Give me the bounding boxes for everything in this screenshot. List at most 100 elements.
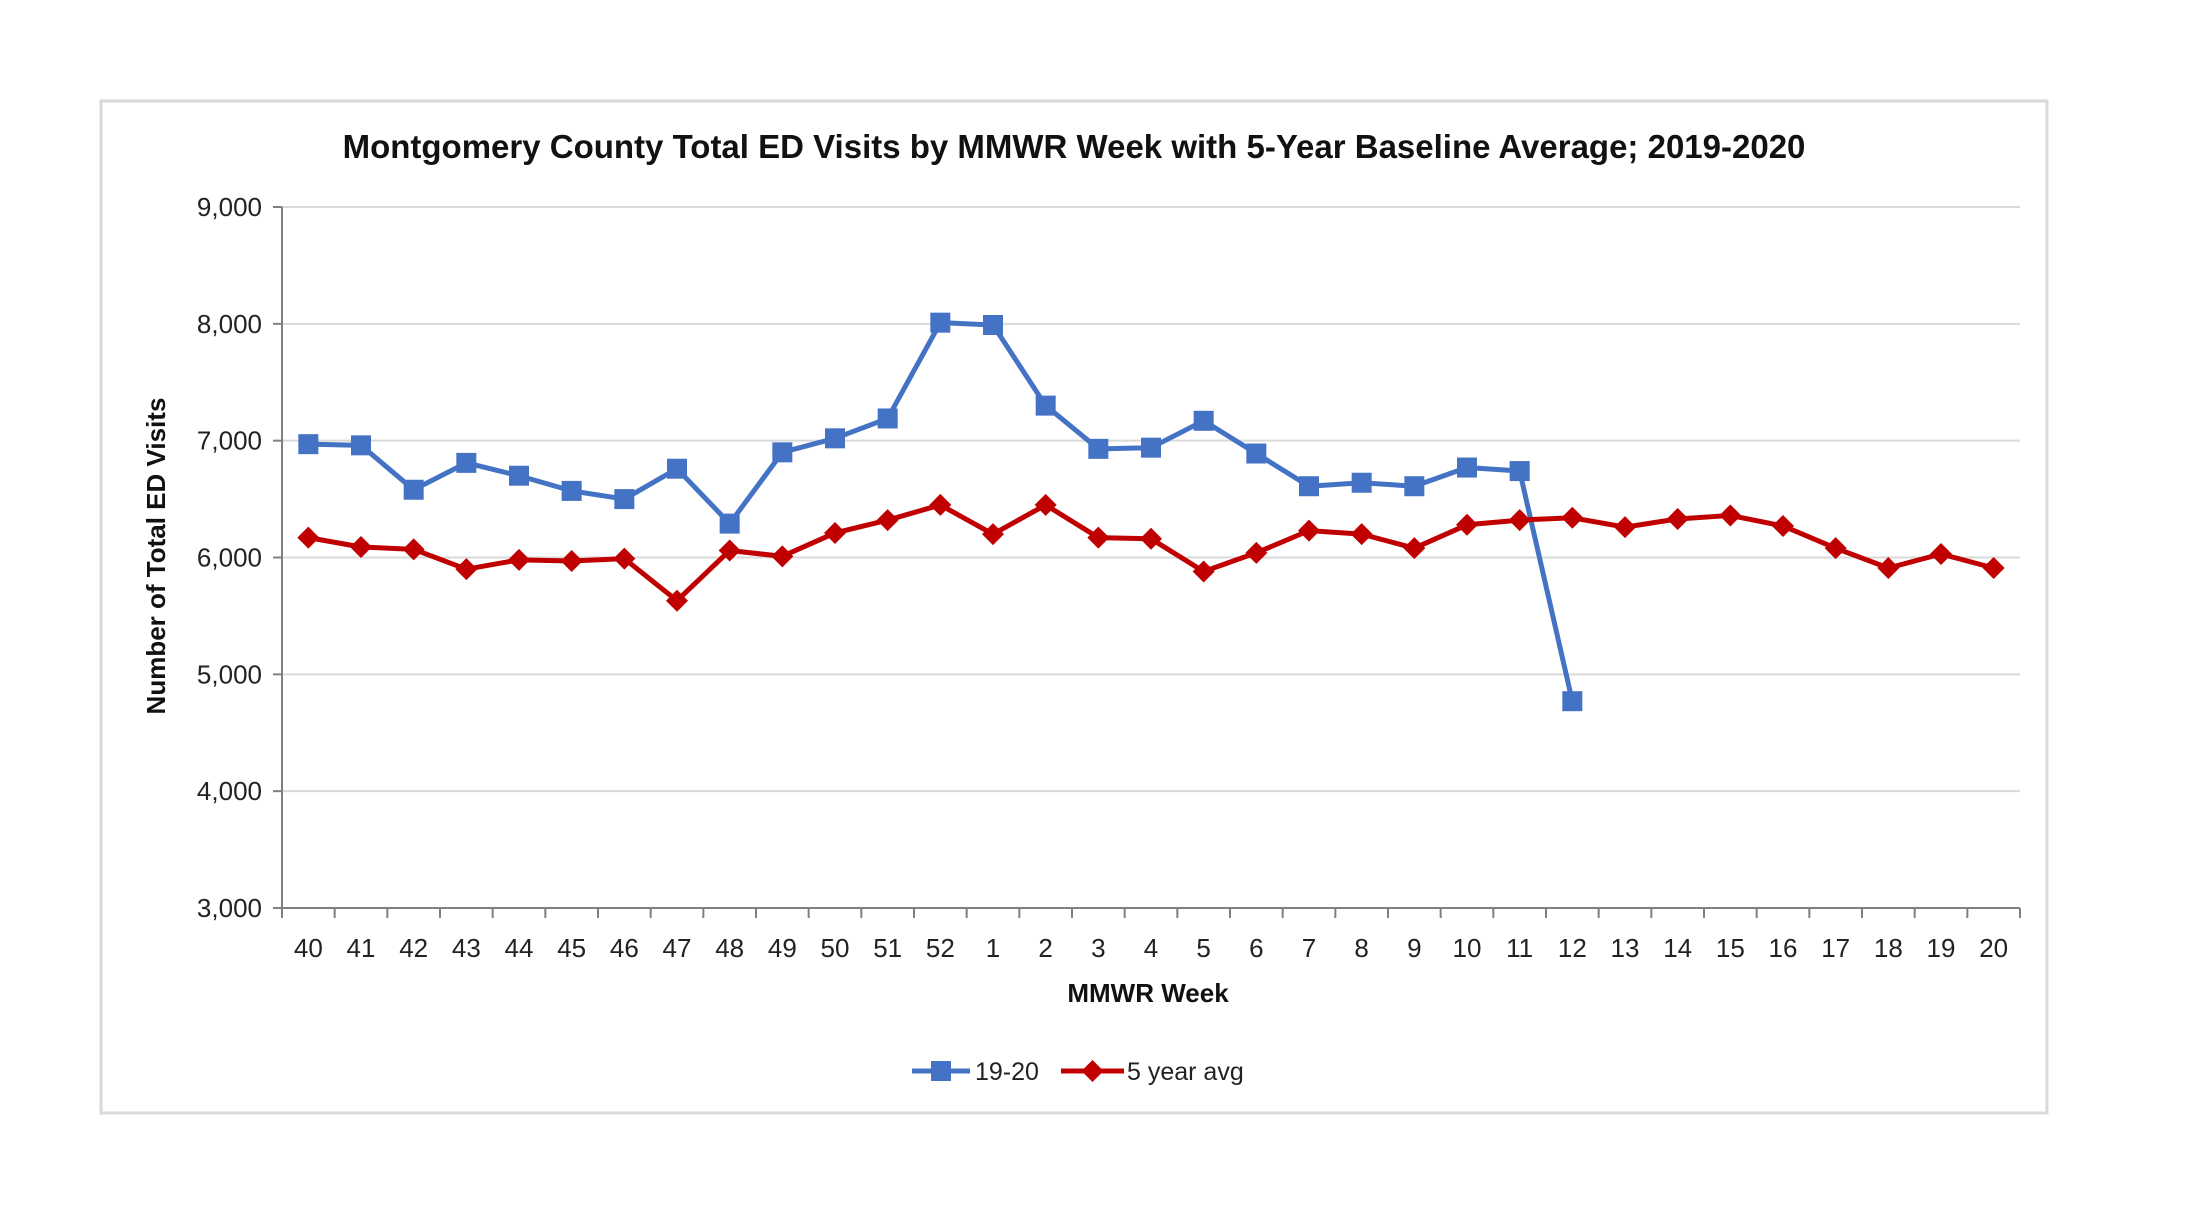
x-tick-label: 43 [452, 933, 481, 963]
data-point [1457, 457, 1477, 478]
data-point [1192, 560, 1215, 583]
data-point [982, 523, 1004, 546]
data-point [613, 547, 636, 570]
data-point [1930, 542, 1952, 565]
y-tick-label: 7,000 [197, 426, 262, 456]
data-point [455, 558, 478, 581]
data-point [1246, 443, 1267, 464]
data-point [929, 493, 952, 516]
data-point [614, 489, 635, 510]
legend-label: 5 year avg [1127, 1058, 1244, 1086]
data-point [1404, 476, 1425, 497]
data-point [1088, 438, 1109, 459]
x-tick-label: 14 [1663, 933, 1692, 963]
data-point [667, 458, 687, 479]
data-point [1877, 557, 1900, 580]
data-point [1034, 493, 1057, 516]
x-tick-label: 44 [505, 933, 534, 963]
data-point [1561, 506, 1584, 529]
data-point [876, 509, 899, 532]
x-tick-label: 5 [1196, 933, 1210, 963]
data-point [1719, 504, 1742, 527]
legend: 19-20 5 year avg [912, 1058, 1244, 1086]
data-point [508, 548, 530, 571]
x-tick-label: 15 [1716, 933, 1745, 963]
x-tick-label: 12 [1558, 933, 1587, 963]
data-point [509, 465, 529, 486]
data-point [1508, 509, 1531, 532]
legend-swatch-marker [931, 1061, 951, 1081]
legend-label: 19-20 [975, 1058, 1039, 1086]
x-tick-label: 16 [1769, 933, 1798, 963]
data-point [877, 408, 898, 429]
x-tick-label: 2 [1038, 933, 1052, 963]
x-tick-label: 52 [926, 933, 955, 963]
data-point [1350, 523, 1373, 546]
y-tick-label: 9,000 [197, 192, 262, 222]
x-tick-label: 17 [1821, 933, 1850, 963]
data-point [1403, 537, 1426, 560]
data-point [1299, 476, 1319, 497]
data-point [1666, 507, 1689, 530]
data-point [456, 452, 477, 473]
x-tick-label: 48 [715, 933, 744, 963]
x-axis-title: MMWR Week [1067, 978, 1229, 1008]
legend-item-2: 5 year avg [1061, 1058, 1244, 1086]
data-point [930, 312, 951, 333]
data-point [718, 539, 741, 562]
x-tick-label: 49 [768, 933, 797, 963]
data-point [983, 315, 1003, 336]
series-2 [297, 493, 2005, 612]
data-point [1035, 395, 1056, 416]
data-point [771, 545, 794, 568]
x-tick-label: 8 [1354, 933, 1368, 963]
data-point [825, 428, 845, 449]
x-tick-label: 1 [986, 933, 1000, 963]
data-point [351, 435, 371, 456]
x-tick-labels: 40 41 42 43 44 45 46 47 48 49 50 51 52 1 2 3 4 5 6 7 8 9 10 11 1… [294, 933, 2008, 963]
data-point [350, 535, 372, 558]
data-point [719, 513, 740, 534]
x-tick-label: 19 [1927, 933, 1956, 963]
y-tick-labels: 3,000 4,000 5,000 6,000 7,000 8,000 9,000 [197, 192, 262, 923]
x-tick-label: 41 [347, 933, 376, 963]
x-tick-label: 20 [1979, 933, 2008, 963]
x-tick-label: 10 [1453, 933, 1482, 963]
legend-item-1: 19-20 [912, 1058, 1039, 1086]
data-point [1087, 526, 1110, 549]
data-point [1562, 691, 1583, 712]
series [297, 312, 2005, 712]
y-tick-label: 3,000 [197, 893, 262, 923]
data-point [1141, 437, 1161, 458]
data-point [824, 521, 846, 544]
y-axis-title: Number of Total ED Visits [141, 398, 171, 715]
legend-swatch-marker [1081, 1060, 1104, 1082]
x-tick-label: 45 [557, 933, 586, 963]
x-tick-label: 51 [873, 933, 902, 963]
x-tick-label: 13 [1611, 933, 1640, 963]
x-tick-label: 47 [663, 933, 692, 963]
data-point [403, 479, 424, 500]
data-point [1614, 516, 1636, 539]
data-point [1509, 461, 1530, 482]
x-tick-label: 4 [1144, 933, 1158, 963]
x-tick-label: 40 [294, 933, 323, 963]
data-point [772, 442, 793, 463]
data-point [1456, 513, 1478, 536]
y-tick-label: 4,000 [197, 776, 262, 806]
data-point [1824, 537, 1847, 560]
series-1 [298, 312, 1583, 712]
data-point [1140, 527, 1162, 550]
x-tick-label: 50 [821, 933, 850, 963]
data-point [1772, 514, 1794, 537]
data-point [1245, 541, 1268, 564]
y-tick-label: 5,000 [197, 659, 262, 689]
data-point [402, 538, 425, 561]
x-tick-label: 7 [1302, 933, 1316, 963]
data-point [1982, 557, 2005, 580]
x-tick-label: 46 [610, 933, 639, 963]
x-tick-label: 9 [1407, 933, 1421, 963]
data-point [1298, 519, 1320, 542]
data-point [560, 550, 583, 573]
axes [273, 206, 2021, 918]
